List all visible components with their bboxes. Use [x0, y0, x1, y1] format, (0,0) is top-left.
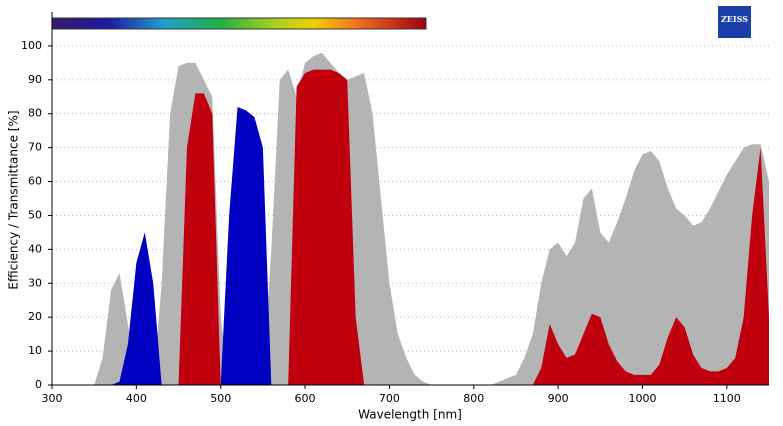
x-tick-label: 500	[210, 392, 231, 405]
y-tick-label: 50	[28, 208, 42, 221]
area	[85, 52, 770, 385]
y-tick-label: 20	[28, 310, 42, 323]
y-tick-label: 30	[28, 276, 42, 289]
logo-text: ZEISS	[721, 14, 748, 24]
y-tick-label: 60	[28, 175, 42, 188]
x-tick-label: 800	[463, 392, 484, 405]
x-tick-label: 1100	[713, 392, 741, 405]
y-tick-label: 10	[28, 344, 42, 357]
logo: ZEISS	[718, 6, 751, 38]
x-tick-label: 900	[548, 392, 569, 405]
x-axis-title: Wavelength [nm]	[358, 408, 462, 422]
y-tick-label: 90	[28, 73, 42, 86]
y-tick-label: 0	[35, 378, 42, 391]
y-tick-label: 80	[28, 107, 42, 120]
x-tick-label: 600	[295, 392, 316, 405]
spectrum-bar	[51, 17, 427, 30]
x-tick-label: 1000	[628, 392, 656, 405]
logo-box	[718, 6, 751, 38]
x-tick-label: 700	[379, 392, 400, 405]
y-axis-title: Efficiency / Transmittance [%]	[7, 110, 21, 289]
area	[85, 106, 770, 385]
y-tick-label: 70	[28, 141, 42, 154]
x-tick-label: 400	[126, 392, 147, 405]
y-tick-label: 100	[21, 39, 42, 52]
x-tick-label: 300	[42, 392, 63, 405]
y-tick-label: 40	[28, 242, 42, 255]
